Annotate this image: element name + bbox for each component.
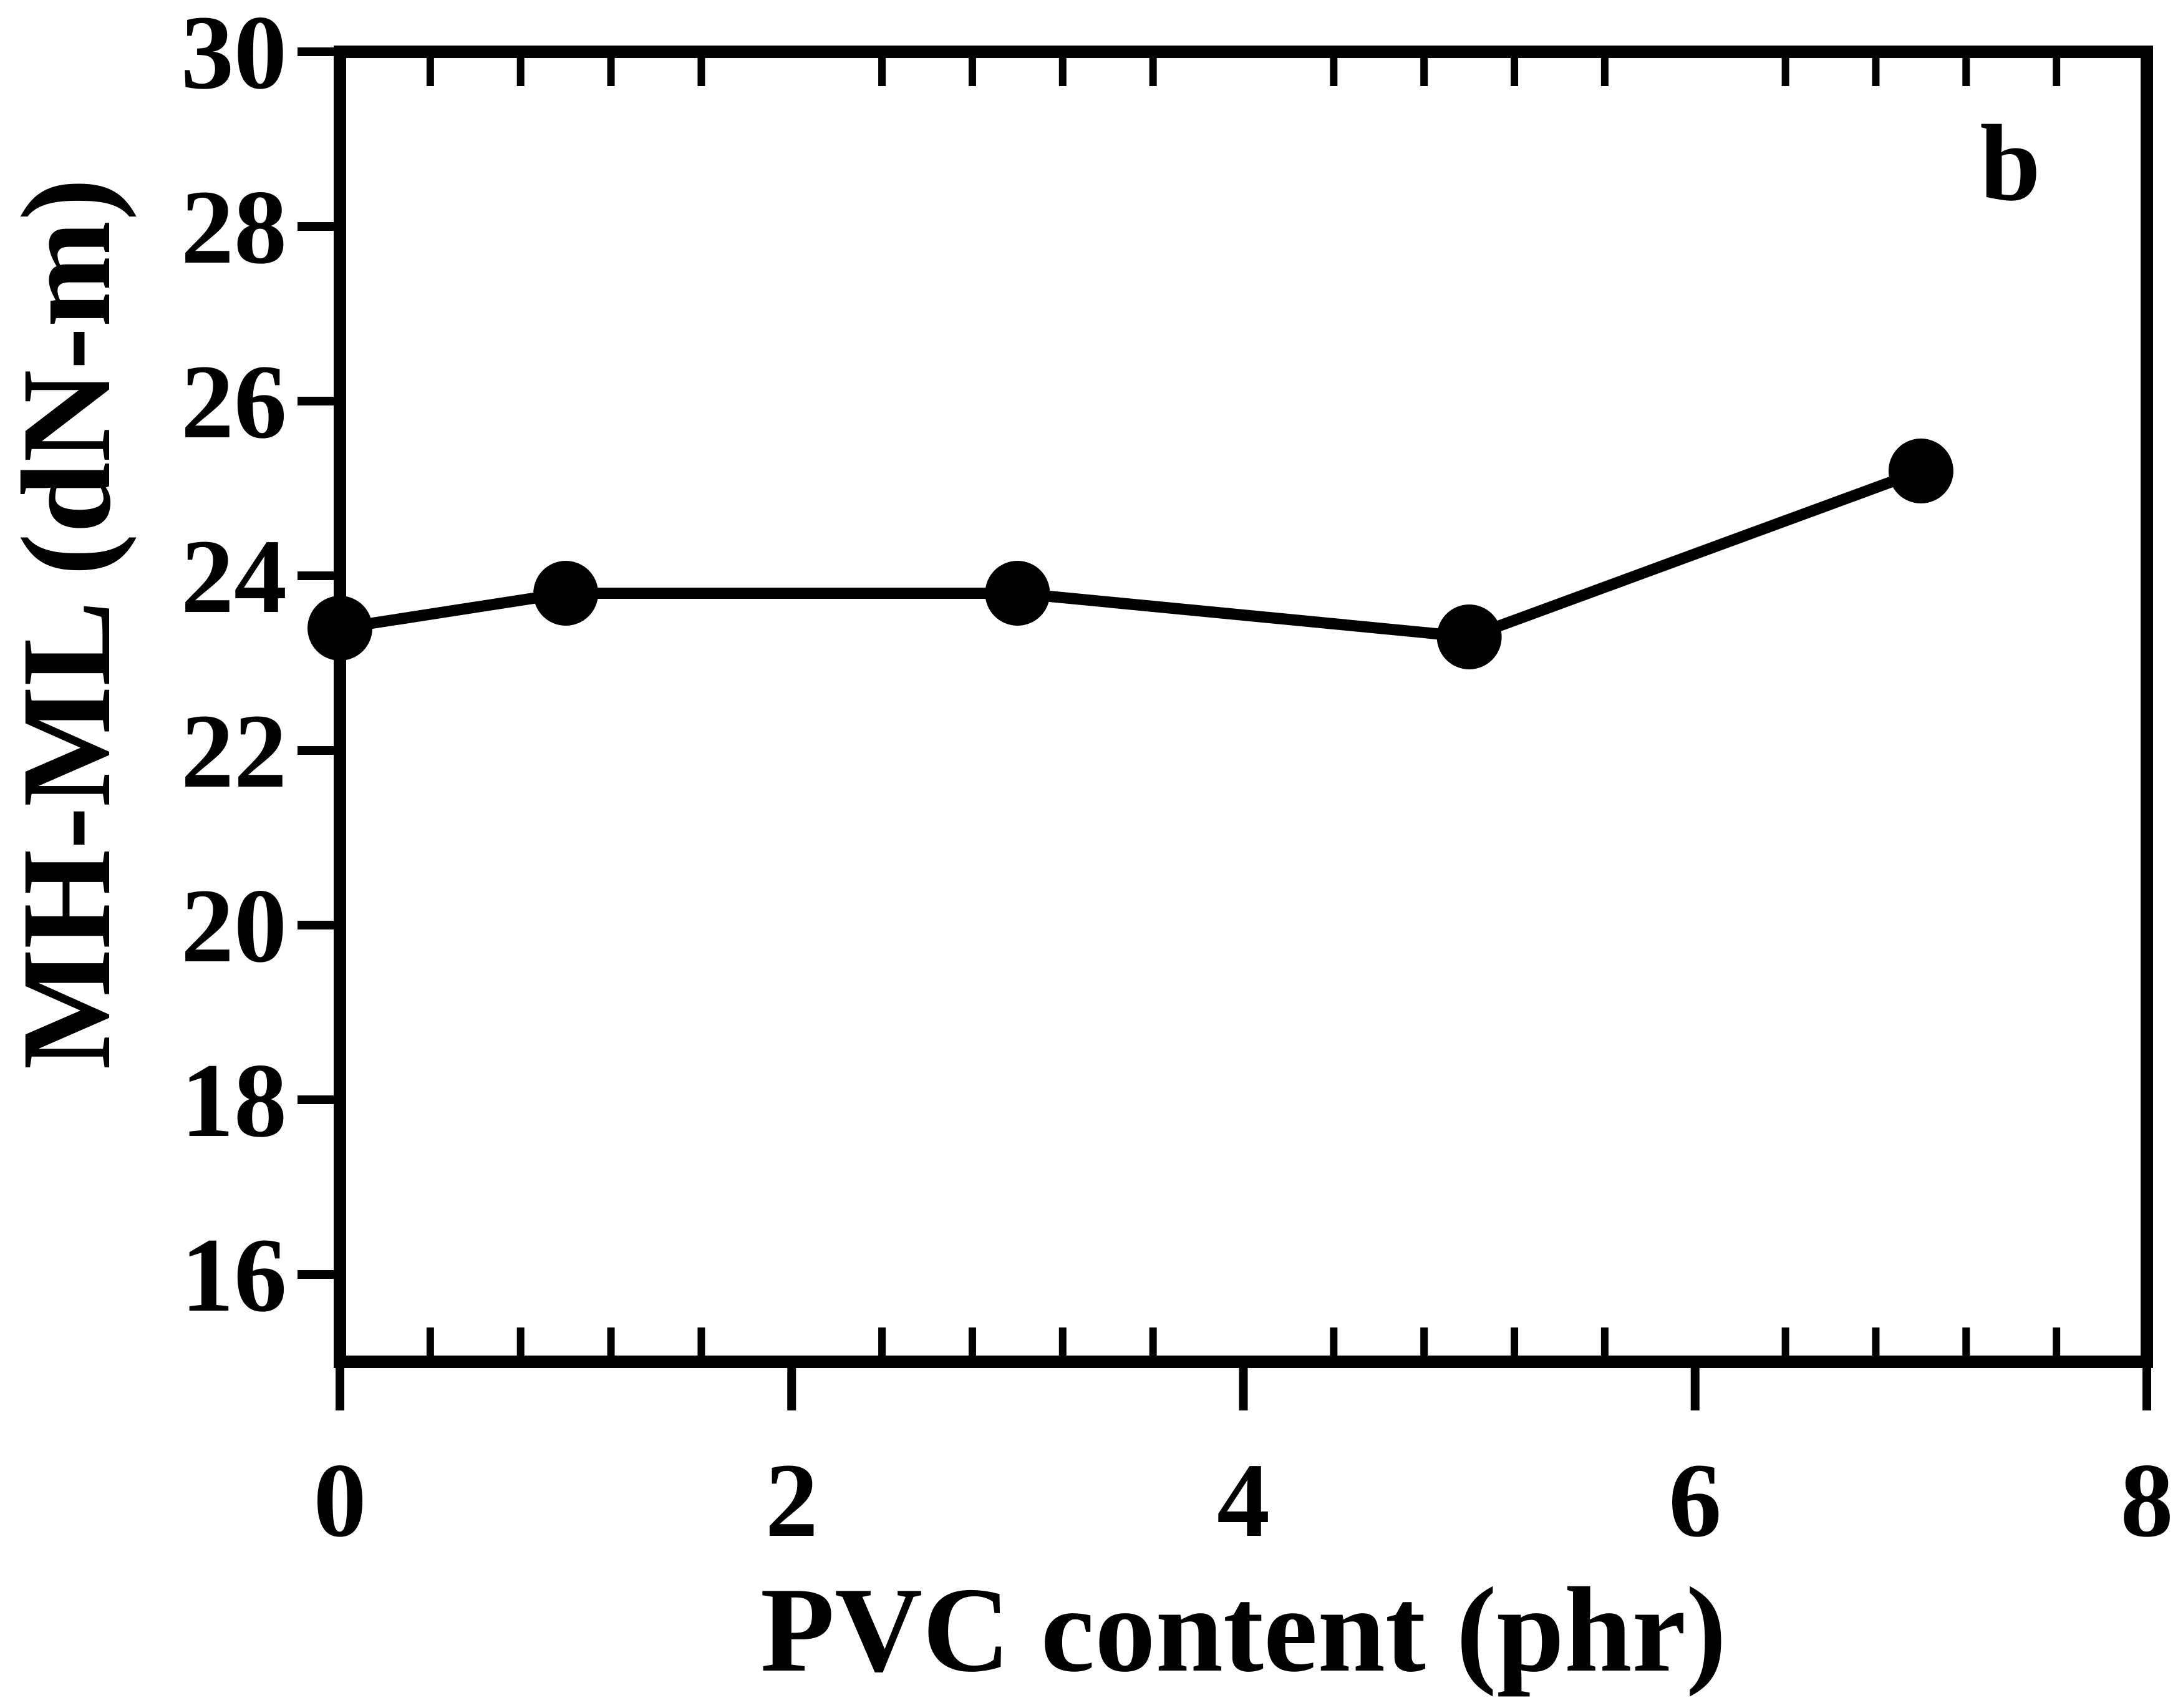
x-axis-tick-label: 0 [314,1442,367,1559]
data-point-marker [307,596,372,661]
y-axis-title: MH-ML (dN-m) [0,178,137,1070]
x-axis-tick-label: 6 [1668,1442,1721,1559]
y-axis-tick-label: 20 [181,867,287,984]
x-axis-tick-label: 4 [1217,1442,1270,1559]
y-axis-tick-label: 28 [181,168,287,286]
x-axis-tick-label: 2 [765,1442,818,1559]
data-point-marker [1436,604,1502,669]
y-axis-tick-label: 16 [181,1216,287,1334]
data-point-marker [533,561,599,626]
y-axis-tick-label: 22 [181,692,287,810]
y-axis-tick-label: 24 [181,518,287,635]
x-axis-title: PVC content (phr) [760,1563,1726,1697]
x-axis-tick-label: 8 [2121,1442,2174,1559]
data-point-marker [1888,439,1953,503]
panel-letter: b [1980,102,2040,223]
y-axis-tick-label: 26 [181,343,287,460]
y-axis-tick-label: 30 [181,0,287,111]
plot-frame [334,46,2153,1368]
y-axis-tick-label: 18 [181,1042,287,1159]
data-point-marker [985,561,1050,626]
